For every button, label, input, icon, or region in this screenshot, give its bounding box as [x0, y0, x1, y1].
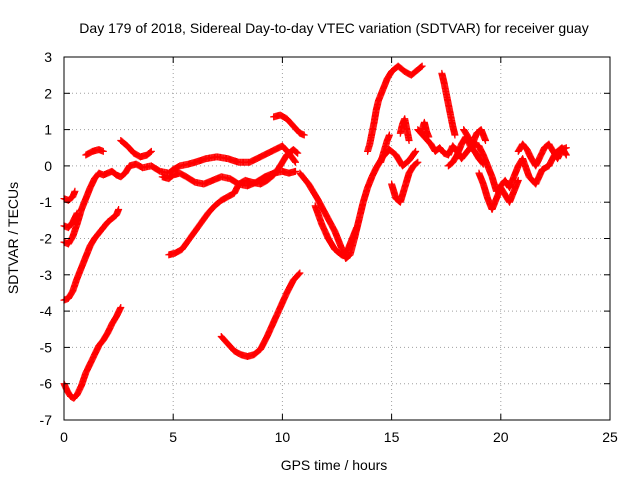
data-series-6 — [117, 136, 155, 161]
data-point — [413, 159, 421, 167]
data-series-5 — [82, 146, 107, 159]
data-series-15 — [388, 158, 422, 206]
y-tick-label: -2 — [40, 231, 53, 247]
data-series-19 — [438, 69, 459, 139]
data-point — [300, 131, 308, 139]
x-tick-label: 0 — [60, 429, 68, 445]
data-point — [385, 131, 393, 139]
data-series-3 — [60, 187, 79, 204]
data-series-13 — [364, 62, 426, 155]
x-tick-label: 25 — [602, 429, 618, 445]
data-point — [71, 187, 79, 195]
data-point — [562, 144, 570, 152]
data-series-14 — [377, 131, 393, 166]
data-point — [405, 136, 413, 144]
data-point — [99, 147, 107, 155]
data-series-21 — [460, 126, 490, 148]
data-point — [146, 148, 154, 156]
data-point — [451, 131, 459, 139]
data-series-0 — [60, 303, 125, 402]
data-point — [411, 148, 419, 156]
data-point — [115, 205, 123, 213]
chart-title: Day 179 of 2018, Sidereal Day-to-day VTE… — [79, 20, 588, 36]
data-point — [514, 176, 522, 184]
y-tick-label: 2 — [44, 85, 52, 101]
y-tick-label: -6 — [40, 376, 53, 392]
data-series-12 — [311, 202, 361, 259]
data-point — [418, 62, 426, 70]
data-series-23 — [514, 140, 570, 170]
data-point — [293, 148, 301, 156]
data-point — [353, 224, 361, 232]
x-axis-label: GPS time / hours — [281, 457, 388, 473]
y-tick-label: -4 — [40, 303, 53, 319]
data-point — [117, 303, 125, 311]
data-point — [73, 209, 81, 217]
data-series-16 — [396, 115, 413, 144]
grid-lines — [64, 57, 610, 420]
y-tick-label: -3 — [40, 267, 53, 283]
data-point — [292, 158, 300, 166]
data-point — [479, 160, 487, 168]
y-tick-label: 1 — [44, 122, 52, 138]
data-point — [562, 151, 570, 159]
data-point — [291, 157, 299, 165]
y-axis-label: SDTVAR / TECUs — [5, 182, 21, 294]
data-series-8 — [165, 146, 302, 259]
data-series-2 — [60, 142, 300, 248]
y-tick-label: -7 — [40, 412, 53, 428]
data-series-18 — [418, 118, 433, 141]
y-tick-label: 0 — [44, 158, 52, 174]
data-point — [294, 149, 302, 157]
data-point — [479, 159, 487, 167]
y-tick-label: -5 — [40, 339, 53, 355]
data-series-17 — [414, 126, 570, 195]
data-series-9 — [217, 269, 304, 360]
y-tick-label: -1 — [40, 194, 53, 210]
y-tick-label: 3 — [44, 49, 52, 65]
data-point — [295, 270, 303, 278]
x-tick-label: 10 — [275, 429, 291, 445]
data-point — [482, 136, 490, 144]
data-series-10 — [270, 111, 308, 139]
x-tick-label: 15 — [384, 429, 400, 445]
data-point — [147, 147, 155, 155]
data-series-1 — [60, 205, 123, 304]
data-point — [425, 133, 433, 141]
x-tick-label: 20 — [493, 429, 509, 445]
x-tick-label: 5 — [169, 429, 177, 445]
data-point — [412, 147, 420, 155]
data-point — [296, 269, 304, 277]
data-point — [414, 158, 422, 166]
data-series-22 — [475, 169, 522, 213]
data-point — [292, 167, 300, 175]
data-point — [417, 63, 425, 71]
data-series — [60, 62, 570, 402]
